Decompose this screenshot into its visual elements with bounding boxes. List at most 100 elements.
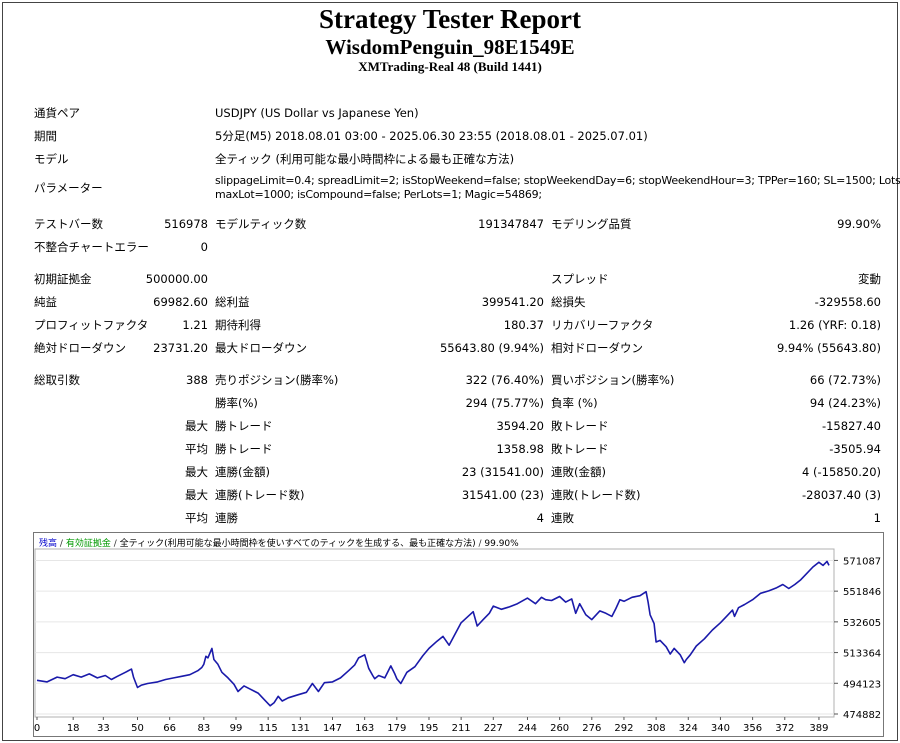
deposit-label: 初期証拠金: [34, 272, 92, 286]
model-value: 全ティック (利用可能な最小時間枠による最も正確な方法): [215, 152, 515, 166]
spread-label: スプレッド: [551, 272, 609, 286]
y-tick-label: 513364: [843, 649, 881, 660]
recovery-value: 1.26 (YRF: 0.18): [788, 318, 881, 332]
x-tick-label: 83: [197, 723, 210, 734]
x-tick-label: 18: [67, 723, 80, 734]
max-dd-label: 最大ドローダウン: [215, 341, 307, 355]
y-tick-label: 474882: [843, 710, 881, 721]
max-cons2-label: 最大: [185, 488, 208, 502]
y-tick-label: 551846: [843, 587, 881, 598]
params-label: パラメーター: [34, 181, 103, 195]
model-label: モデル: [34, 152, 69, 166]
x-tick-label: 50: [131, 723, 144, 734]
x-tick-label: 99: [230, 723, 243, 734]
max-cons-losses-value: 4 (-15850.20): [802, 465, 881, 479]
x-tick-label: 276: [582, 723, 601, 734]
gross-profit-value: 399541.20: [481, 295, 544, 309]
short-label: 売りポジション(勝率%): [215, 373, 339, 387]
legend-separator-2: /: [113, 539, 117, 549]
net-value: 69982.60: [153, 295, 208, 309]
trades-label: 総取引数: [34, 373, 80, 387]
pf-label: プロフィットファクタ: [34, 318, 149, 332]
max-cons-losses-label: 連敗(金額): [551, 465, 606, 479]
net-label: 純益: [34, 295, 57, 309]
y-tick-label: 571087: [843, 556, 881, 567]
x-tick-label: 115: [259, 723, 278, 734]
legend-separator-3: /: [478, 539, 482, 549]
max-cons-profit-label: 連勝(トレード数): [215, 488, 305, 502]
lossrate-label: 負率 (%): [551, 396, 598, 410]
x-tick-label: 0: [34, 723, 40, 734]
y-tick-label: 532605: [843, 618, 881, 629]
params-line2: maxLot=1000; isCompound=false; PerLots=1…: [215, 188, 542, 201]
x-tick-label: 227: [484, 723, 503, 734]
gross-loss-value: -329558.60: [814, 295, 881, 309]
legend-equity: 有効証拠金: [65, 539, 111, 549]
bars-value: 516978: [164, 217, 208, 231]
largest-loss-value: -15827.40: [821, 419, 881, 433]
chart-plot-area: [34, 548, 835, 718]
winrate-value: 294 (75.77%): [465, 396, 544, 410]
legend-separator: /: [59, 539, 63, 549]
recovery-label: リカバリーファクタ: [551, 318, 654, 332]
report-title: Strategy Tester Report: [319, 4, 581, 34]
equity-series-line: [36, 560, 830, 707]
x-tick-label: 163: [355, 723, 374, 734]
period-label: 期間: [34, 129, 57, 143]
x-tick-label: 131: [291, 723, 310, 734]
avg-cons-wins-label: 連勝: [215, 511, 238, 525]
x-tick-label: 33: [97, 723, 110, 734]
params-line1: slippageLimit=0.4; spreadLimit=2; isStop…: [215, 174, 900, 187]
avg-cons-losses-value: 1: [873, 511, 881, 525]
x-tick-label: 147: [323, 723, 342, 734]
errors-label: 不整合チャートエラー: [34, 240, 149, 254]
short-value: 322 (76.40%): [465, 373, 544, 387]
abs-dd-label: 絶対ドローダウン: [34, 341, 126, 355]
chart-legend: 残高 / 有効証拠金 / 全ティック(利用可能な最小時間枠を使いすべてのティック…: [39, 536, 519, 549]
winrate-label: 勝率(%): [215, 396, 258, 410]
x-tick-label: 308: [647, 723, 666, 734]
pf-value: 1.21: [182, 318, 208, 332]
x-tick-label: 66: [163, 723, 176, 734]
legend-model: 全ティック(利用可能な最小時間枠を使いすべてのティックを生成する、最も正確な方法…: [119, 539, 476, 549]
max-cons-profit-value: 31541.00 (23): [461, 488, 544, 502]
x-tick-label: 260: [550, 723, 569, 734]
max-dd-value: 55643.80 (9.94%): [439, 341, 544, 355]
symbol-value: USDJPY (US Dollar vs Japanese Yen): [215, 106, 419, 120]
x-tick-label: 356: [743, 723, 762, 734]
symbol-label: 通貨ペア: [34, 106, 80, 120]
max-cons-label: 最大: [185, 465, 208, 479]
x-tick-label: 292: [614, 723, 633, 734]
avg-loss-label: 敗トレード: [551, 442, 609, 456]
trades-value: 388: [186, 373, 208, 387]
server-build: XMTrading-Real 48 (Build 1441): [358, 59, 542, 74]
max-cons-loss-value: -28037.40 (3): [802, 488, 881, 502]
legend-quality: 99.90%: [484, 539, 519, 549]
spread-value: 変動: [858, 272, 881, 286]
rel-dd-value: 9.94% (55643.80): [776, 341, 881, 355]
ticks-value: 191347847: [478, 217, 544, 231]
x-tick-label: 340: [711, 723, 730, 734]
avg-cons-label: 平均: [185, 511, 208, 525]
abs-dd-value: 23731.20: [153, 341, 208, 355]
quality-label: モデリング品質: [551, 217, 632, 231]
ea-name: WisdomPenguin_98E1549E: [325, 35, 575, 59]
avg-win-value: 1358.98: [496, 442, 544, 456]
long-value: 66 (72.73%): [809, 373, 881, 387]
gross-profit-label: 総利益: [215, 295, 250, 309]
max-cons-loss-label: 連敗(トレード数): [551, 488, 641, 502]
largest-label: 最大: [185, 419, 208, 433]
y-tick-label: 494123: [843, 679, 881, 690]
max-cons-wins-label: 連勝(金額): [215, 465, 270, 479]
x-tick-label: 324: [679, 723, 698, 734]
max-cons-wins-value: 23 (31541.00): [461, 465, 544, 479]
expected-value: 180.37: [503, 318, 544, 332]
rel-dd-label: 相対ドローダウン: [551, 341, 643, 355]
gross-loss-label: 総損失: [551, 295, 586, 309]
x-tick-label: 195: [419, 723, 438, 734]
x-tick-label: 389: [809, 723, 828, 734]
x-tick-label: 179: [387, 723, 406, 734]
legend-balance: 残高: [39, 539, 58, 549]
balance-chart: 残高 / 有効証拠金 / 全ティック(利用可能な最小時間枠を使いすべてのティック…: [33, 532, 884, 737]
